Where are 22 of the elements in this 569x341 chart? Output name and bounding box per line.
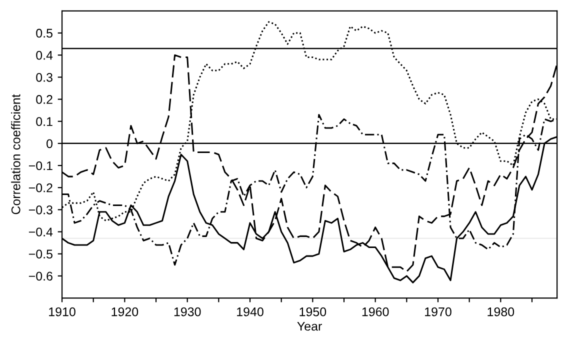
x-tick-label: 1920: [112, 307, 138, 316]
y-tick-label: 0.5: [36, 28, 52, 38]
y-tick-label: −0.3: [28, 205, 52, 214]
x-axis-title: Year: [297, 322, 322, 331]
y-tick-label: −0.5: [28, 250, 52, 259]
y-tick-label: 0.1: [36, 117, 52, 126]
y-tick-label: 0: [46, 139, 53, 148]
y-axis-title: Correlation coefficient: [11, 94, 20, 214]
x-tick-label: 1940: [237, 307, 264, 316]
y-tick-label: −0.4: [28, 228, 53, 236]
y-tick-label: 0.3: [36, 72, 52, 82]
x-tick-label: 1930: [174, 307, 201, 316]
y-tick-label: −0.2: [28, 183, 52, 192]
x-tick-label: 1970: [425, 307, 452, 316]
x-tick-label: 1960: [362, 307, 389, 316]
y-tick-label: −0.1: [28, 161, 52, 170]
y-tick-label: 0.2: [36, 95, 52, 104]
x-tick-label: 1910: [49, 307, 76, 316]
y-tick-label: −0.6: [28, 272, 52, 281]
y-tick-label: 0.4: [36, 50, 53, 60]
x-tick-label: 1950: [300, 307, 326, 316]
x-tick-label: 1980: [488, 307, 514, 316]
